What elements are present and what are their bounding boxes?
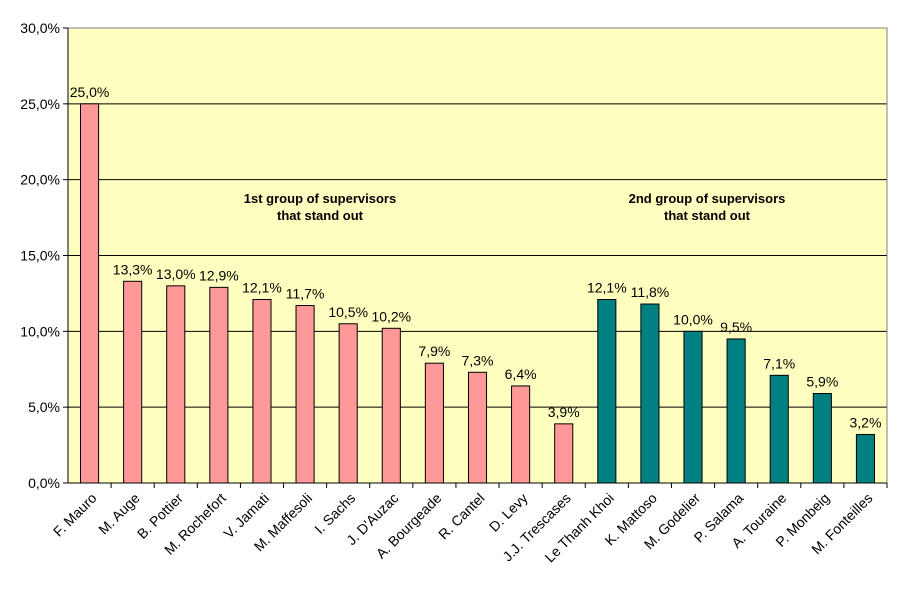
data-label: 5,9% bbox=[806, 374, 838, 390]
data-label: 11,8% bbox=[631, 284, 670, 300]
bar bbox=[726, 338, 746, 484]
x-tick-label: R. Cantel bbox=[435, 490, 488, 543]
x-tick-label: F. Mauro bbox=[50, 490, 100, 540]
data-label: 12,1% bbox=[587, 279, 627, 295]
y-tick-label: 20,0% bbox=[20, 172, 60, 188]
bar bbox=[511, 385, 531, 484]
data-label: 13,3% bbox=[113, 261, 153, 277]
annotation-group-1-line2: that stand out bbox=[277, 208, 364, 223]
bar bbox=[812, 393, 832, 484]
data-label: 3,2% bbox=[849, 414, 881, 430]
data-label: 3,9% bbox=[548, 404, 580, 420]
annotation-group-2-line1: 2nd group of supervisors bbox=[629, 191, 786, 206]
bar bbox=[252, 298, 272, 484]
data-label: 11,7% bbox=[286, 286, 325, 302]
bar bbox=[80, 103, 100, 484]
data-label: 10,2% bbox=[371, 308, 411, 324]
data-label: 12,1% bbox=[242, 279, 282, 295]
data-label: 7,1% bbox=[763, 355, 795, 371]
bar bbox=[123, 280, 143, 484]
data-label: 7,9% bbox=[418, 343, 450, 359]
bars bbox=[80, 103, 875, 484]
bar bbox=[597, 298, 617, 484]
data-label: 6,4% bbox=[505, 366, 537, 382]
data-label: 9,5% bbox=[720, 319, 752, 335]
y-tick-label: 25,0% bbox=[20, 96, 60, 112]
y-tick-label: 0,0% bbox=[28, 475, 60, 491]
bar bbox=[855, 433, 875, 484]
bar bbox=[424, 362, 444, 484]
y-tick-label: 30,0% bbox=[20, 20, 60, 36]
y-tick-labels: 0,0% 5,0% 10,0% 15,0% 20,0% 25,0% 30,0% bbox=[20, 20, 60, 491]
annotation-group-2-line2: that stand out bbox=[664, 208, 751, 223]
data-label: 10,5% bbox=[328, 304, 368, 320]
bar bbox=[295, 305, 315, 484]
bar bbox=[338, 323, 358, 484]
y-tick-label: 10,0% bbox=[20, 323, 60, 339]
bar bbox=[640, 303, 660, 484]
bar bbox=[683, 330, 703, 484]
annotation-group-1-line1: 1st group of supervisors bbox=[244, 191, 396, 206]
y-tick-label: 15,0% bbox=[20, 248, 60, 264]
bar bbox=[166, 285, 186, 484]
bar bbox=[769, 374, 789, 484]
y-tick-label: 5,0% bbox=[28, 399, 60, 415]
bar bbox=[381, 327, 401, 484]
axes bbox=[67, 27, 888, 488]
bar bbox=[209, 286, 229, 484]
bar bbox=[554, 423, 574, 484]
data-label: 7,3% bbox=[462, 352, 494, 368]
data-label: 10,0% bbox=[673, 311, 713, 327]
data-label: 12,9% bbox=[199, 267, 239, 283]
data-labels: 25,0%13,3% 13,0% 12,9%12,1% 11,7%10,5% 10,2%… bbox=[70, 84, 882, 431]
data-label: 25,0% bbox=[70, 84, 110, 100]
data-label: 13,0% bbox=[156, 266, 196, 282]
bar bbox=[467, 371, 488, 484]
